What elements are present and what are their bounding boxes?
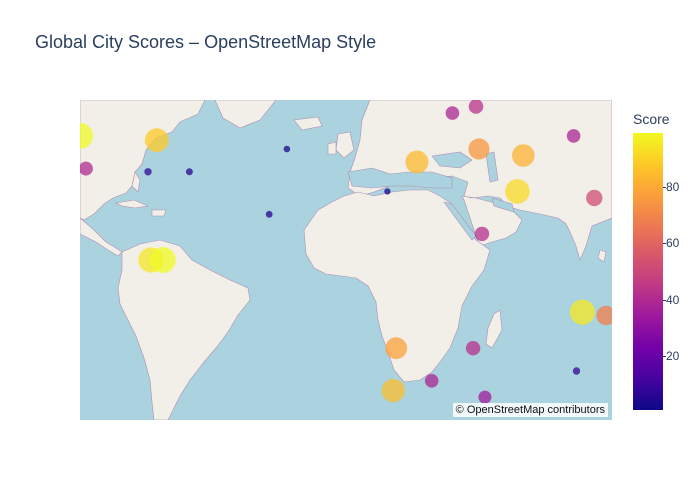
city-point-20[interactable] — [385, 337, 408, 360]
city-point-25[interactable] — [569, 299, 595, 325]
colorbar — [633, 133, 663, 410]
land-hispaniola — [151, 209, 167, 217]
city-point-23[interactable] — [381, 379, 405, 403]
colorbar-tick-label: 80 — [662, 179, 680, 194]
city-point-10[interactable] — [445, 106, 460, 120]
city-point-16[interactable] — [566, 129, 581, 143]
land-greenland — [214, 100, 277, 129]
land-iceland — [293, 116, 323, 131]
city-point-15[interactable] — [474, 226, 490, 242]
land-great-britain — [335, 131, 355, 159]
land-masses — [80, 100, 612, 420]
caspian-sea — [485, 151, 499, 183]
colorbar-ticks: 20 40 60 80 — [662, 133, 700, 410]
land-cuba — [115, 199, 150, 209]
city-point-7[interactable] — [265, 210, 273, 218]
land-ireland — [327, 141, 337, 155]
land-central-america — [80, 217, 123, 257]
city-point-12[interactable] — [468, 138, 490, 160]
map-attribution[interactable]: © OpenStreetMap contributors — [452, 403, 608, 417]
city-point-3[interactable] — [80, 161, 93, 176]
city-point-19[interactable] — [149, 247, 176, 273]
colorbar-tick-label: 20 — [662, 349, 680, 364]
city-point-26[interactable] — [596, 305, 612, 326]
map-canvas[interactable] — [80, 100, 612, 420]
land-sri-lanka — [597, 249, 607, 263]
map-panel[interactable]: © OpenStreetMap contributors — [80, 100, 612, 420]
chart-title: Global City Scores – OpenStreetMap Style — [35, 32, 377, 52]
city-point-14[interactable] — [505, 179, 530, 204]
points-layer[interactable] — [80, 100, 612, 404]
city-point-1[interactable] — [144, 128, 169, 153]
colorbar-title: Score — [633, 111, 670, 127]
city-point-11[interactable] — [468, 100, 484, 114]
inland-seas — [347, 151, 515, 241]
city-point-24[interactable] — [478, 390, 492, 404]
land-madagascar — [485, 309, 503, 349]
city-point-2[interactable] — [80, 122, 93, 149]
city-point-6[interactable] — [283, 145, 291, 153]
city-point-13[interactable] — [512, 144, 535, 167]
city-point-4[interactable] — [144, 168, 152, 176]
land-south-america — [117, 239, 251, 420]
black-sea — [431, 151, 473, 169]
city-point-8[interactable] — [384, 188, 391, 195]
colorbar-tick-label: 60 — [662, 236, 680, 251]
mediterranean-sea — [347, 167, 453, 189]
city-point-17[interactable] — [586, 189, 603, 207]
city-point-9[interactable] — [405, 150, 429, 174]
city-point-5[interactable] — [185, 168, 193, 176]
city-point-22[interactable] — [424, 374, 439, 388]
persian-gulf — [491, 197, 515, 213]
land-florida — [131, 171, 141, 193]
city-point-21[interactable] — [465, 341, 481, 356]
city-point-27[interactable] — [572, 367, 581, 375]
colorbar-tick-label: 40 — [662, 292, 680, 307]
